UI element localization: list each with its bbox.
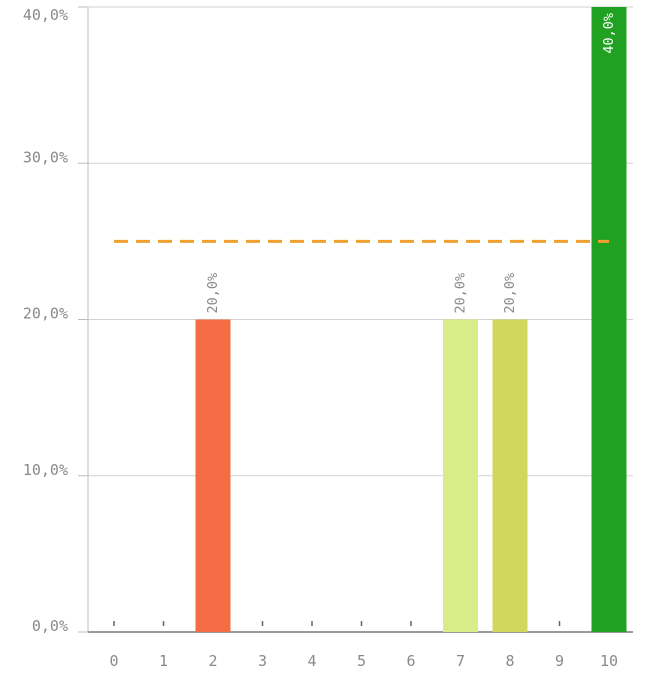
bar (492, 319, 528, 632)
x-tick-label: 5 (357, 652, 366, 670)
y-tick-label: 0,0% (32, 617, 68, 635)
x-tick-label: 0 (109, 652, 118, 670)
gridlines (88, 6, 633, 477)
y-tick-label: 40,0% (23, 6, 68, 24)
x-tick-label: 1 (159, 652, 168, 670)
bar (195, 319, 231, 632)
y-tick-label: 20,0% (23, 305, 68, 323)
data-label: 20,0% (453, 273, 469, 314)
data-label: 20,0% (502, 273, 518, 314)
data-label: 20,0% (205, 273, 221, 314)
x-tick-label: 7 (456, 652, 465, 670)
bar (443, 319, 478, 632)
x-tick-label: 10 (600, 652, 618, 670)
bar (591, 7, 627, 632)
bars (195, 7, 627, 632)
x-tick-label: 2 (208, 652, 217, 670)
data-labels: 20,0% 20,0% 20,0% 40,0% (205, 13, 617, 314)
x-tick-label: 8 (505, 652, 514, 670)
x-tick-label: 4 (307, 652, 316, 670)
y-tick-label: 10,0% (23, 461, 68, 479)
y-tick-label: 30,0% (23, 148, 68, 166)
x-tick-label: 3 (258, 652, 267, 670)
x-tick-label: 6 (406, 652, 415, 670)
data-label: 40,0% (601, 13, 617, 54)
axes: 0,0% 10,0% 20,0% 30,0% 40,0% 0 1 2 3 4 5 6 7 8 9 10 (23, 6, 633, 670)
x-tick-label: 9 (555, 652, 564, 670)
